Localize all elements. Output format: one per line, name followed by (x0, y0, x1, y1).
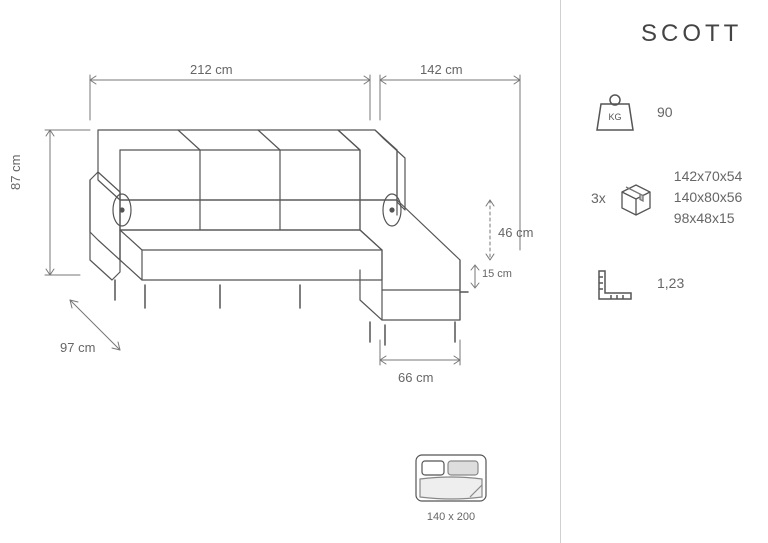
dim-width-total: 212 cm (190, 62, 233, 77)
spec-row-weight: KG 90 (591, 88, 742, 136)
dim-leg-height: 15 cm (482, 268, 512, 280)
spec-panel: SCOTT KG 90 3x (560, 0, 768, 543)
dim-seat-height: 46 cm (498, 225, 533, 240)
ruler-icon (591, 259, 639, 307)
spec-row-volume: 1,23 (591, 259, 742, 307)
box-count: 3x (591, 190, 606, 206)
box-dim-1: 142x70x54 (674, 166, 743, 187)
sofa-drawing (20, 60, 560, 420)
dim-depth: 97 cm (60, 340, 95, 355)
svg-text:KG: KG (608, 112, 621, 122)
page-root: 212 cm 142 cm 87 cm 97 cm 66 cm 46 cm 15… (0, 0, 768, 543)
dim-chaise-width: 66 cm (398, 370, 433, 385)
weight-icon: KG (591, 88, 639, 136)
dim-height: 87 cm (8, 155, 23, 190)
bed-size-label: 140 x 200 (412, 511, 490, 523)
dim-chaise-depth: 142 cm (420, 62, 463, 77)
weight-value: 90 (657, 102, 673, 123)
diagram-panel: 212 cm 142 cm 87 cm 97 cm 66 cm 46 cm 15… (0, 0, 560, 543)
box-dim-2: 140x80x56 (674, 187, 743, 208)
bed-icon (412, 451, 490, 509)
volume-value: 1,23 (657, 273, 684, 294)
product-title: SCOTT (591, 20, 742, 48)
spec-row-boxes: 3x 142x70x54 140x80x56 98x48x15 (591, 166, 742, 229)
box-dimensions: 142x70x54 140x80x56 98x48x15 (674, 166, 743, 229)
bed-size-block: 140 x 200 (412, 451, 490, 523)
box-icon (616, 174, 656, 222)
box-dim-3: 98x48x15 (674, 208, 743, 229)
